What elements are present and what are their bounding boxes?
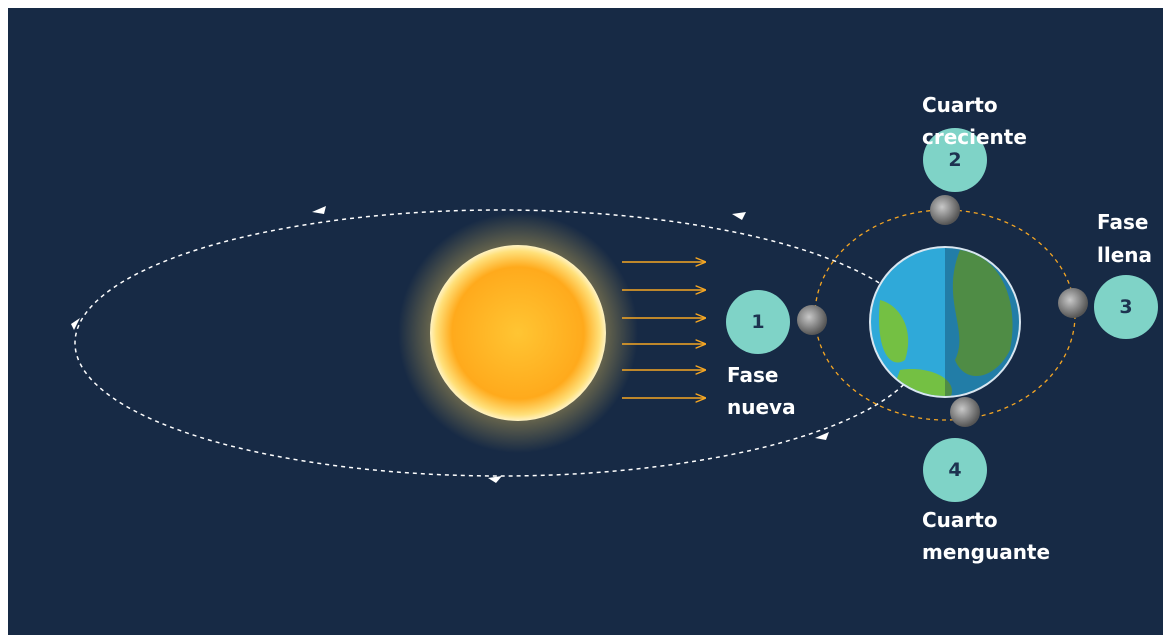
phase-label: Cuarto <box>922 508 998 532</box>
phase-number: 2 <box>948 149 961 171</box>
phase-label: Fase <box>1097 210 1148 234</box>
diagram: 1 2 3 4 Fase nueva Cuarto creciente Fase… <box>0 0 1171 643</box>
phase-label: menguante <box>922 540 1050 564</box>
phase-label: creciente <box>922 125 1027 149</box>
phase-number: 4 <box>948 459 961 481</box>
phase-label: Cuarto <box>922 93 998 117</box>
phase-label: nueva <box>727 395 796 419</box>
phase-label: llena <box>1097 243 1152 267</box>
phase-label: Fase <box>727 363 778 387</box>
sun <box>430 245 606 421</box>
phase-number: 3 <box>1119 296 1132 318</box>
earth <box>869 246 1021 398</box>
phase-number: 1 <box>751 311 764 333</box>
